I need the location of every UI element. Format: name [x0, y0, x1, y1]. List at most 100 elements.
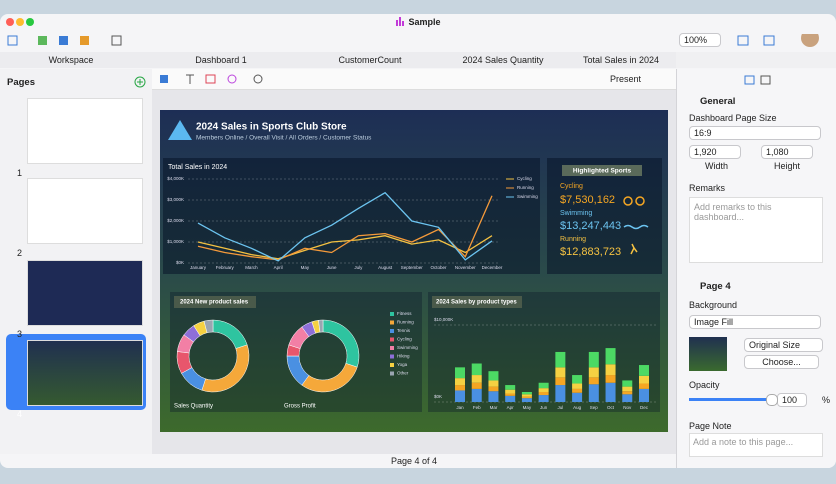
badge	[174, 296, 256, 308]
line	[197, 235, 493, 260]
width-input[interactable]: 1,920	[689, 145, 741, 159]
bar-segment	[538, 395, 549, 402]
opacity-input[interactable]: 100	[777, 393, 807, 407]
x-tick-label: Apr	[507, 405, 515, 410]
thumbnail[interactable]	[27, 260, 143, 326]
page-size-select[interactable]: 16:9	[689, 126, 821, 140]
panel	[547, 158, 662, 274]
add-page[interactable]	[134, 76, 146, 88]
height-input[interactable]: 1,080	[761, 145, 813, 159]
highlight-label: Swimming	[560, 210, 592, 217]
chart-title: 2024 New product sales	[180, 300, 249, 306]
bar-segment	[572, 383, 583, 389]
bar-segment	[639, 383, 649, 389]
y-tick-label: $2,000K	[167, 218, 184, 223]
bar-segment	[505, 393, 516, 396]
x-tick-label: Jun	[540, 405, 548, 410]
background-preview	[689, 337, 727, 371]
donut-slice	[203, 319, 214, 334]
tab[interactable]: 2024 Sales Quantity	[440, 52, 567, 68]
tab[interactable]: Total Sales in 2024	[566, 52, 677, 68]
page-number: 3	[17, 329, 23, 339]
tab[interactable]: CustomerCount	[300, 52, 441, 68]
thumbnail[interactable]	[27, 340, 143, 406]
bar-segment	[521, 396, 532, 399]
legend-swatch	[390, 363, 394, 367]
y-tick-label: $4,000K	[167, 176, 184, 181]
y-tick-label: $10,000K	[434, 317, 453, 322]
bar-segment	[521, 394, 532, 397]
highlight-value: $12,883,723	[560, 246, 621, 258]
legend-swatch	[390, 346, 394, 350]
label: Background	[689, 300, 738, 310]
bar-segment	[588, 351, 599, 368]
x-tick-label: January	[190, 265, 207, 270]
tab[interactable]: Dashboard 1	[142, 52, 301, 68]
bar-segment	[605, 375, 616, 383]
sport-icons	[623, 196, 649, 255]
x-tick-label: October	[431, 265, 448, 270]
x-tick-label: March	[245, 265, 258, 270]
bar-segment	[555, 367, 566, 378]
y-tick-label: $3,000K	[167, 197, 184, 202]
donut-label: Sales Quantity	[174, 404, 213, 410]
legend-label: Yoga	[397, 362, 408, 367]
x-tick-label: April	[274, 265, 283, 270]
properties-panel: General Dashboard Page Size 16:9 1,920 1…	[676, 69, 836, 468]
y-tick-label: $0K	[176, 260, 184, 265]
present-button[interactable]: Present	[610, 74, 642, 84]
bar-segment	[605, 364, 616, 376]
background-select[interactable]: Image Fill	[689, 315, 821, 329]
bar-segment	[455, 378, 465, 386]
line	[197, 191, 493, 262]
unit: %	[822, 395, 831, 405]
label: Remarks	[689, 183, 726, 193]
label: Width	[705, 161, 729, 171]
x-tick-label: February	[216, 265, 235, 270]
x-tick-label: Nov	[623, 405, 632, 410]
x-tick-label: May	[523, 405, 532, 410]
legend-label: Tennis	[397, 328, 411, 333]
highlight-title: Highlighted Sports	[573, 168, 632, 175]
toolbar-icons[interactable]	[6, 34, 126, 48]
zoom-select[interactable]: 100%	[679, 33, 721, 47]
chart-title: Total Sales in 2024	[168, 164, 227, 171]
bar-segment	[538, 388, 549, 392]
bar-segment	[505, 389, 516, 394]
x-tick-label: December	[482, 265, 503, 270]
bar-segment	[488, 391, 499, 402]
bar-segment	[622, 391, 633, 395]
legend-label: Cycling	[397, 337, 412, 342]
note-input[interactable]: Add a note to this page...	[689, 433, 823, 457]
pages-panel: Pages 1 2 3 4	[0, 69, 153, 454]
bar-segment	[605, 382, 616, 402]
legend-label: Fitness	[397, 311, 412, 316]
size-select[interactable]: Original Size	[744, 338, 823, 352]
thumbnail[interactable]	[27, 178, 143, 244]
page-number: 1	[17, 168, 23, 178]
bar-segment	[505, 395, 516, 402]
legend-swatch	[390, 371, 394, 376]
bar-segment	[555, 351, 566, 368]
x-tick-label: August	[378, 265, 393, 270]
bar-segment	[488, 380, 499, 387]
badge	[562, 165, 642, 176]
slider-thumb[interactable]	[766, 394, 778, 406]
canvas-toolbar: Present	[152, 69, 676, 90]
remarks-input[interactable]: Add remarks to this dashboard...	[689, 197, 823, 263]
choose-button[interactable]: Choose...	[744, 355, 819, 369]
legend-label: Running	[397, 320, 414, 325]
legend-swatch	[390, 354, 394, 359]
label: Dashboard Page Size	[689, 113, 777, 123]
legend-label: Cycling	[517, 176, 532, 181]
line	[197, 195, 493, 261]
donut-slice	[318, 319, 324, 333]
label: Page Note	[689, 421, 732, 431]
insert-icons[interactable]	[158, 73, 268, 85]
tab[interactable]: Workspace	[0, 52, 143, 68]
x-tick-label: September	[401, 265, 424, 270]
thumbnail[interactable]	[27, 98, 143, 164]
panel-tabs[interactable]	[743, 74, 773, 86]
right-icons[interactable]	[736, 34, 836, 48]
legend-swatch	[390, 329, 394, 333]
